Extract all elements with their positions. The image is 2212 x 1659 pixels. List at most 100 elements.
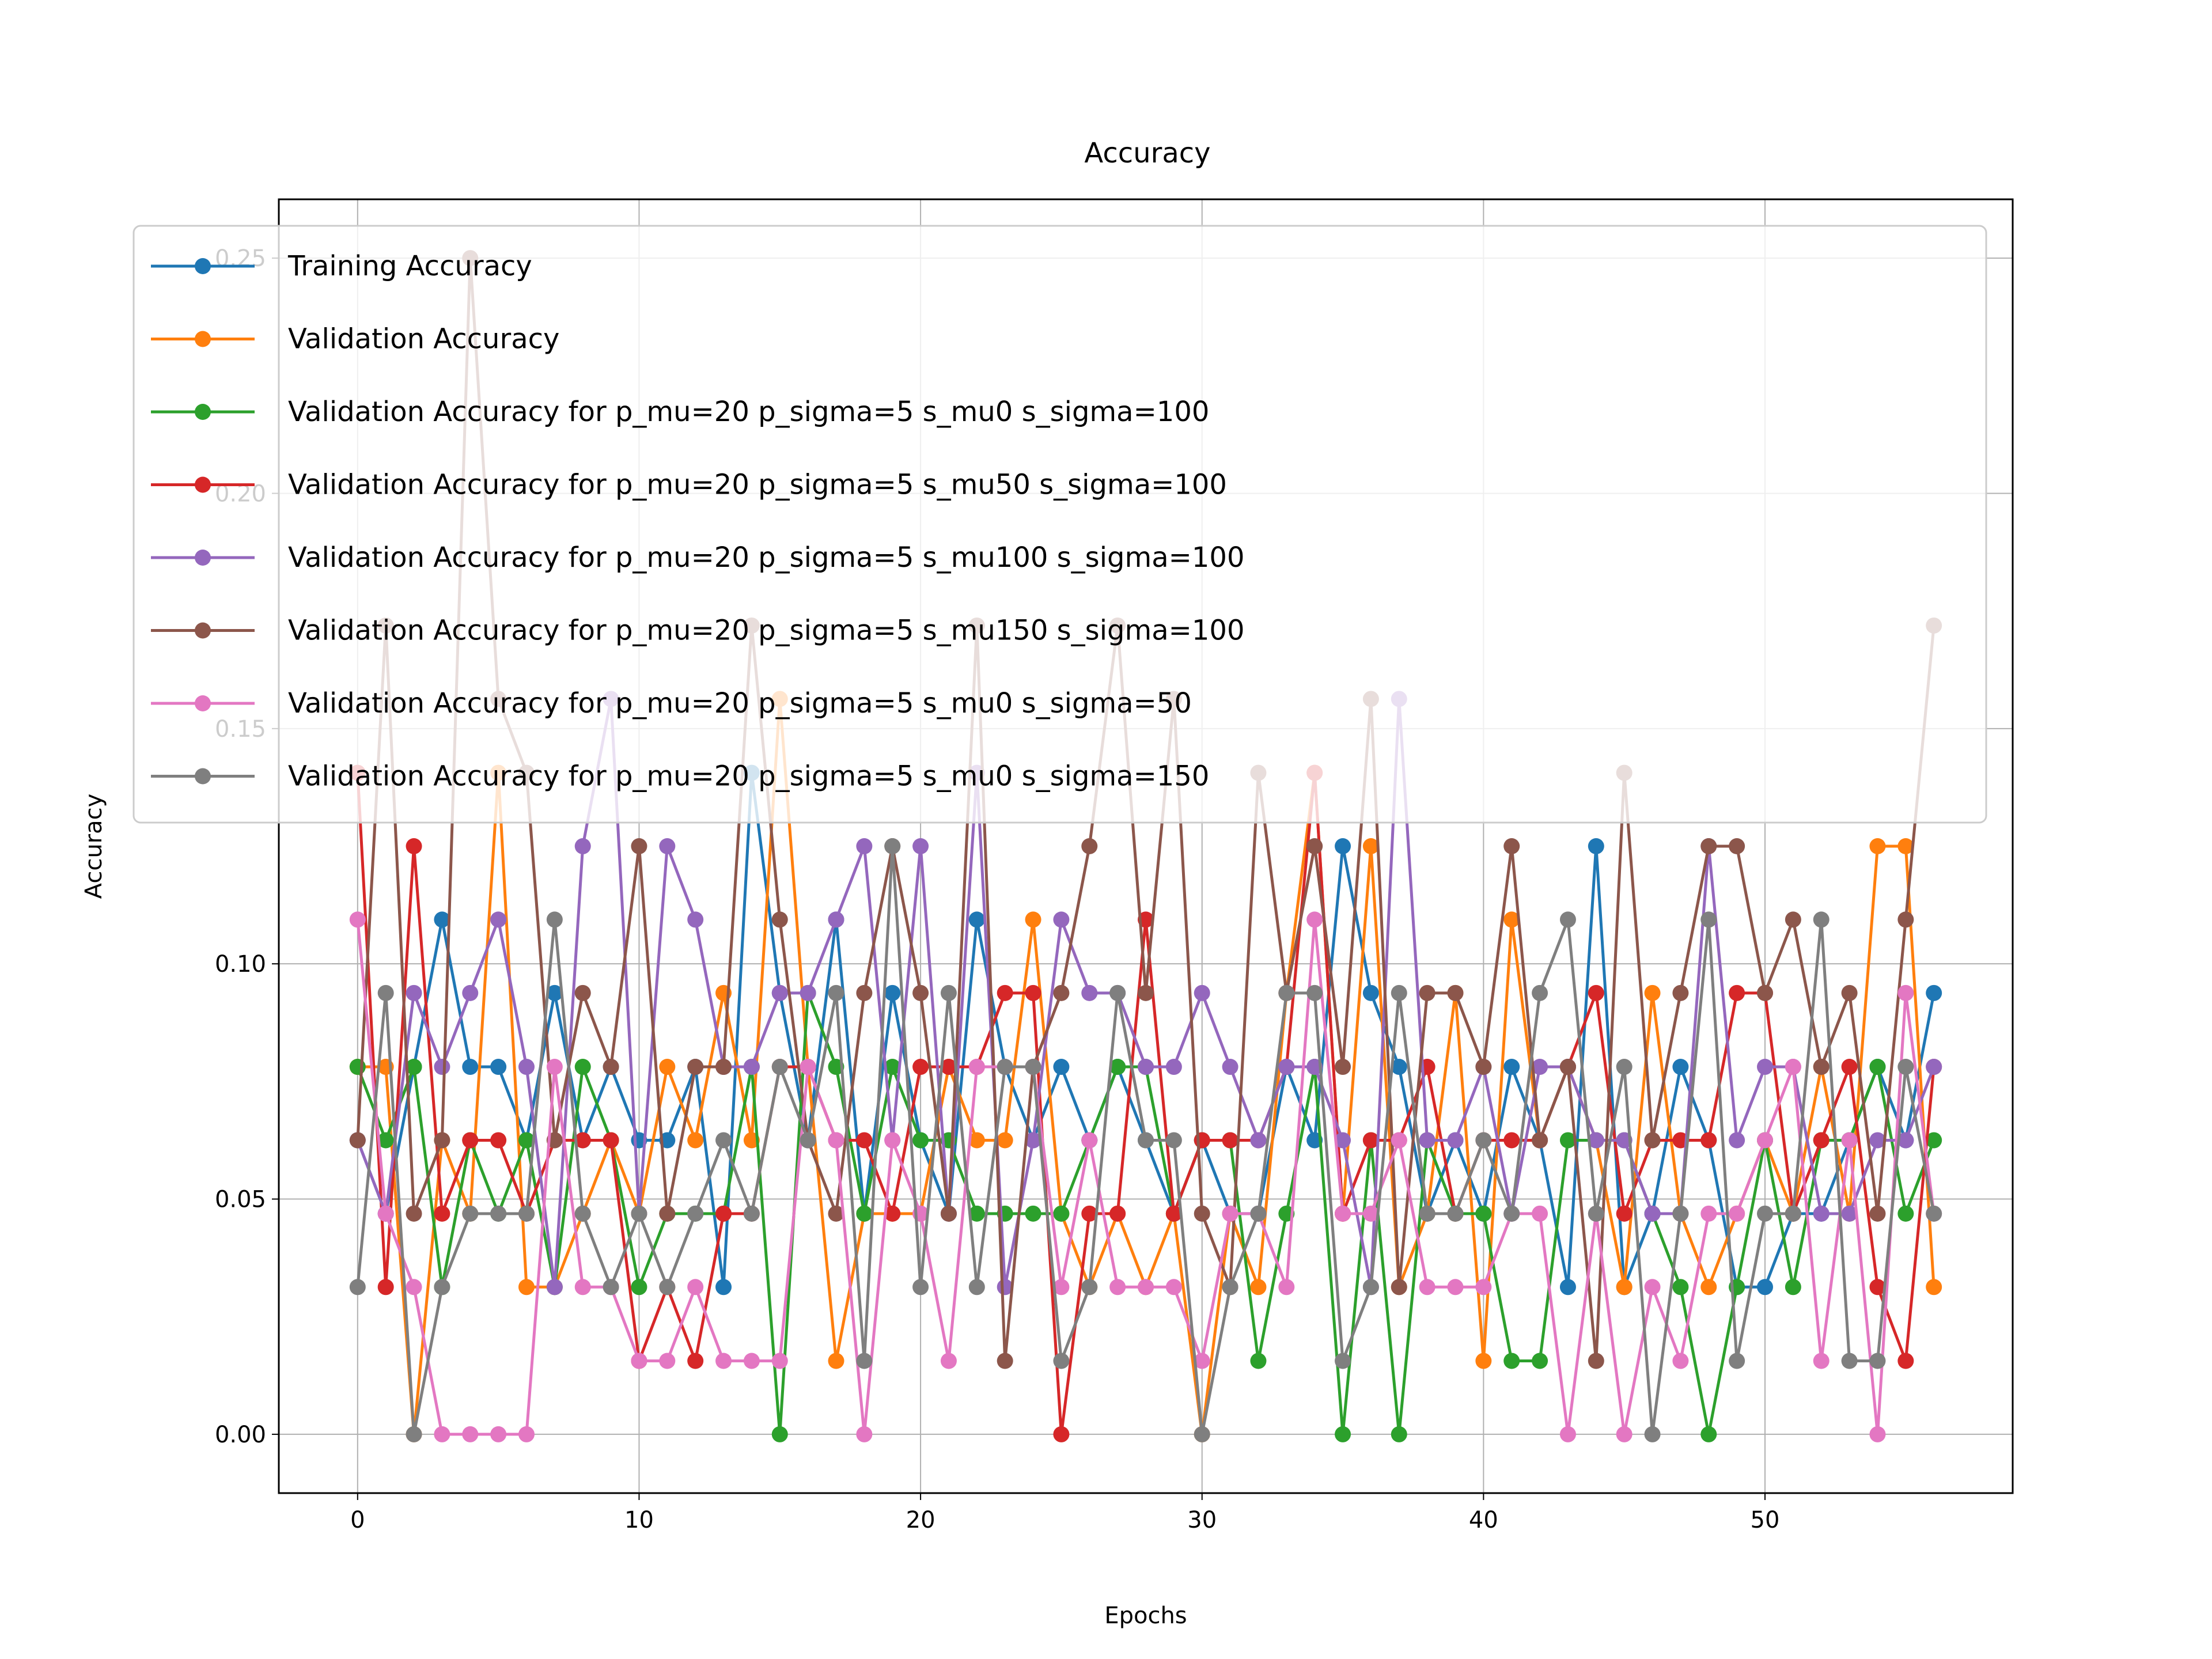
data-point xyxy=(1335,838,1351,854)
data-point xyxy=(1700,1205,1717,1222)
y-axis-label: Accuracy xyxy=(81,794,107,899)
legend-marker xyxy=(195,258,211,274)
data-point xyxy=(377,1279,394,1296)
data-point xyxy=(1194,1426,1210,1442)
data-point xyxy=(940,1205,957,1222)
data-point xyxy=(884,838,901,854)
data-point xyxy=(659,1353,676,1369)
data-point xyxy=(1335,1353,1351,1369)
legend-entry: Validation Accuracy for p_mu=20 p_sigma=… xyxy=(151,396,1209,428)
data-point xyxy=(546,911,563,928)
data-point xyxy=(1391,1059,1407,1075)
data-point xyxy=(1503,911,1520,928)
data-point xyxy=(1081,1205,1098,1222)
data-point xyxy=(1616,1205,1633,1222)
legend-marker xyxy=(195,768,211,785)
data-point xyxy=(1475,1205,1492,1222)
data-point xyxy=(1672,984,1689,1001)
data-point xyxy=(1588,1132,1604,1149)
data-point xyxy=(1785,1205,1801,1222)
data-point xyxy=(1841,1205,1858,1222)
data-point xyxy=(1081,1279,1098,1296)
x-tick-label: 20 xyxy=(906,1507,935,1533)
data-point xyxy=(546,1059,563,1075)
data-point xyxy=(912,1059,929,1075)
legend-marker xyxy=(195,550,211,566)
data-point xyxy=(856,838,873,854)
data-point xyxy=(659,1205,676,1222)
legend-entry: Validation Accuracy for p_mu=20 p_sigma=… xyxy=(151,541,1245,574)
data-point xyxy=(1729,1205,1745,1222)
data-point xyxy=(1672,1279,1689,1296)
data-point xyxy=(659,1279,676,1296)
data-point xyxy=(715,1205,732,1222)
data-point xyxy=(1559,1426,1576,1442)
data-point xyxy=(715,1279,732,1296)
data-point xyxy=(462,1426,479,1442)
chart-title: Accuracy xyxy=(1084,137,1210,169)
data-point xyxy=(434,911,450,928)
data-point xyxy=(968,1279,985,1296)
data-point xyxy=(1785,1059,1801,1075)
data-point xyxy=(659,1059,676,1075)
data-point xyxy=(1532,1205,1548,1222)
legend-marker xyxy=(195,331,211,347)
data-point xyxy=(518,1132,535,1149)
legend-marker xyxy=(195,622,211,639)
data-point xyxy=(1757,1059,1773,1075)
data-point xyxy=(1926,1205,1942,1222)
data-point xyxy=(406,1279,422,1296)
data-point xyxy=(574,1279,591,1296)
data-point xyxy=(1897,1353,1914,1369)
data-point xyxy=(997,1353,1013,1369)
data-point xyxy=(1841,984,1858,1001)
data-point xyxy=(1672,1353,1689,1369)
data-point xyxy=(1053,1205,1070,1222)
data-point xyxy=(1869,838,1886,854)
data-point xyxy=(659,838,676,854)
data-point xyxy=(434,1279,450,1296)
data-point xyxy=(1926,1132,1942,1149)
data-point xyxy=(1419,1279,1435,1296)
data-point xyxy=(1081,838,1098,854)
data-point xyxy=(574,1132,591,1149)
data-point xyxy=(968,911,985,928)
data-point xyxy=(1081,1132,1098,1149)
data-point xyxy=(1559,1059,1576,1075)
data-point xyxy=(490,911,507,928)
data-point xyxy=(912,1132,929,1149)
data-point xyxy=(771,1426,788,1442)
legend-entry: Training Accuracy xyxy=(151,250,532,282)
data-point xyxy=(631,838,647,854)
data-point xyxy=(1053,984,1070,1001)
data-point xyxy=(1475,1132,1492,1149)
data-point xyxy=(743,1205,760,1222)
data-point xyxy=(518,1059,535,1075)
data-point xyxy=(940,1059,957,1075)
data-point xyxy=(1559,1132,1576,1149)
data-point xyxy=(800,1059,816,1075)
data-point xyxy=(1926,984,1942,1001)
data-point xyxy=(997,984,1013,1001)
data-point xyxy=(1869,1353,1886,1369)
data-point xyxy=(1250,1279,1267,1296)
x-tick-label: 30 xyxy=(1187,1507,1217,1533)
data-point xyxy=(884,1205,901,1222)
data-point xyxy=(603,1059,619,1075)
data-point xyxy=(1053,1426,1070,1442)
data-point xyxy=(1335,1205,1351,1222)
data-point xyxy=(1897,984,1914,1001)
data-point xyxy=(1025,1205,1041,1222)
data-point xyxy=(1644,1426,1661,1442)
data-point xyxy=(1475,1353,1492,1369)
data-point xyxy=(1081,984,1098,1001)
data-point xyxy=(940,1353,957,1369)
data-point xyxy=(771,1353,788,1369)
data-point xyxy=(1616,1279,1633,1296)
legend-marker xyxy=(195,404,211,420)
data-point xyxy=(434,1426,450,1442)
data-point xyxy=(1025,984,1041,1001)
data-point xyxy=(1335,1426,1351,1442)
y-tick-label: 0.10 xyxy=(215,951,266,978)
data-point xyxy=(1222,1205,1238,1222)
